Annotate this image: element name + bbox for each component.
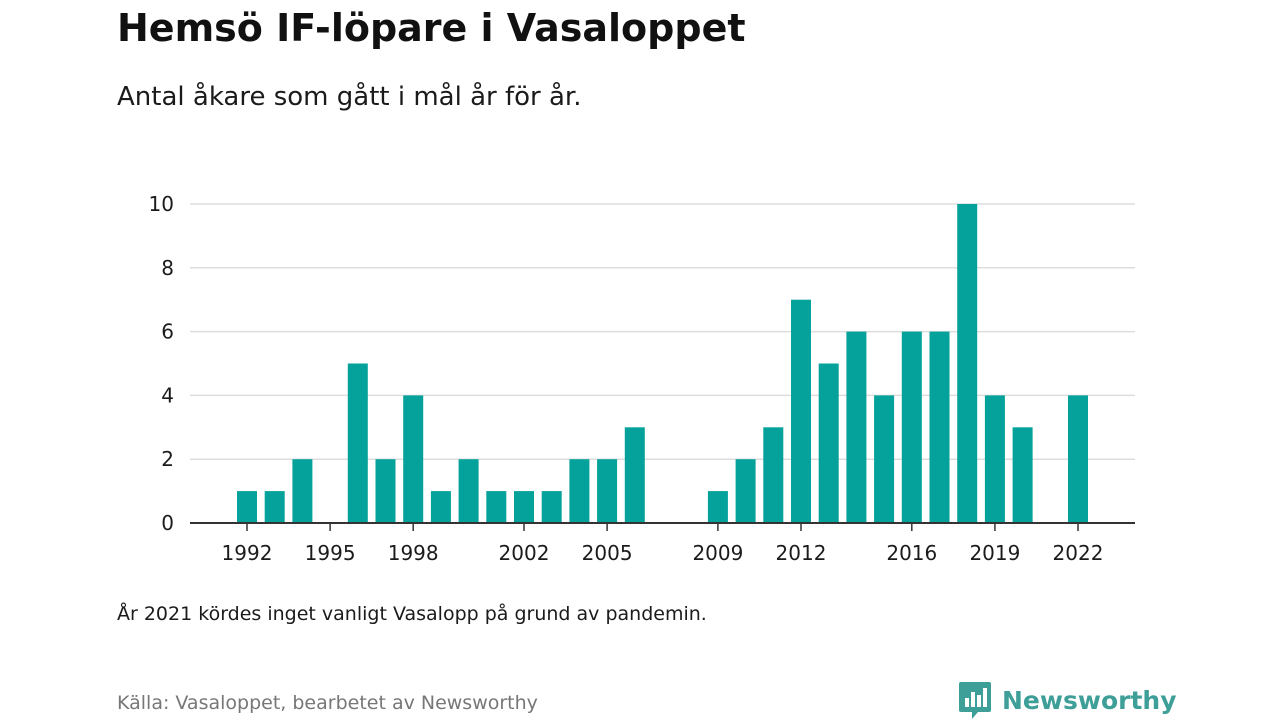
bar-1998	[403, 395, 424, 523]
bar-2009	[707, 491, 728, 523]
bar-2012	[791, 299, 811, 523]
y-tick-label: 4	[161, 383, 174, 407]
bar-1994	[292, 459, 313, 523]
chart-title: Hemsö IF-löpare i Vasaloppet	[117, 6, 746, 50]
bar-2014	[846, 331, 867, 523]
bar-2022	[1068, 395, 1088, 523]
bar-chart-speech-bubble-icon	[959, 682, 991, 719]
brand-logo[interactable]: Newsworthy	[958, 680, 1177, 720]
bar-2000	[458, 459, 479, 523]
bar-2001	[486, 491, 507, 523]
x-tick-label: 2019	[969, 541, 1020, 565]
x-tick-labels: 1992 1995 1998 2002 2005 2009 2012 2016 2019 2022	[222, 541, 1104, 565]
bars	[237, 204, 1088, 523]
bar-2011	[763, 427, 784, 523]
bar-1997	[375, 459, 396, 523]
bar-2004	[569, 459, 590, 523]
bar-1996	[347, 363, 368, 523]
y-tick-label: 8	[161, 256, 174, 280]
x-tick-label: 2012	[776, 541, 827, 565]
y-tick-label: 0	[161, 511, 174, 535]
x-tick-label: 2005	[582, 541, 633, 565]
bar-2003	[541, 491, 562, 523]
x-tick-label: 2009	[692, 541, 743, 565]
footnote: År 2021 kördes inget vanligt Vasalopp på…	[117, 603, 707, 625]
bar-1992	[237, 491, 257, 523]
bar-2019	[984, 395, 1005, 523]
y-tick-label: 6	[161, 320, 174, 344]
y-tick-label: 2	[161, 447, 174, 471]
y-tick-labels: 0 2 4 6 8 10	[149, 192, 174, 535]
bar-2020	[1012, 427, 1033, 523]
bar-2005	[597, 459, 618, 523]
x-tick-label: 1998	[388, 541, 439, 565]
bar-chart: 0 2 4 6 8 10 1992 1995 1998 2002 2005 2009 2012 2016…	[149, 192, 1135, 565]
x-tick-label: 2022	[1053, 541, 1104, 565]
bar-2006	[624, 427, 645, 523]
y-tick-label: 10	[149, 192, 174, 216]
bar-2017	[929, 331, 950, 523]
x-tick-label: 1992	[222, 541, 273, 565]
bar-2002	[514, 491, 534, 523]
bar-2015	[874, 395, 895, 523]
bar-2016	[901, 331, 922, 523]
chart-subtitle: Antal åkare som gått i mål år för år.	[117, 82, 582, 112]
x-tick-label: 2002	[499, 541, 550, 565]
bar-1999	[430, 491, 451, 523]
x-axis	[190, 522, 1135, 531]
source-credit: Källa: Vasaloppet, bearbetet av Newswort…	[117, 692, 538, 714]
bar-2013	[818, 363, 839, 523]
bar-2010	[735, 459, 756, 523]
brand-name: Newsworthy	[1002, 685, 1177, 715]
bar-1993	[264, 491, 285, 523]
x-tick-label: 2016	[886, 541, 937, 565]
bar-2018	[957, 204, 978, 523]
x-tick-label: 1995	[305, 541, 356, 565]
gridlines	[190, 203, 1135, 460]
